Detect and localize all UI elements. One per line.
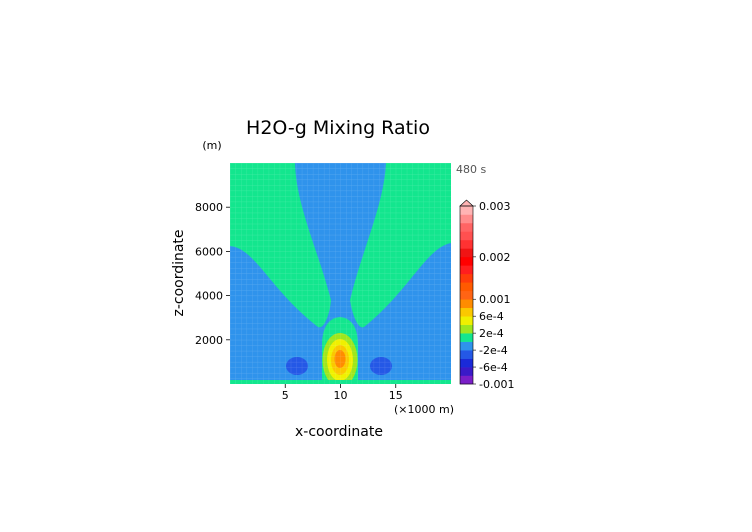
colorbar-label: 6e-4 — [479, 310, 504, 323]
colorbar-segment — [460, 358, 473, 368]
colorbar-label: -0.001 — [479, 378, 514, 391]
colorbar-segment — [460, 206, 473, 215]
colorbar-segment — [460, 333, 473, 342]
x-unit-label: (×1000 m) — [394, 403, 454, 416]
plot-area — [230, 163, 451, 384]
colorbar-segment — [460, 324, 473, 334]
colorbar-segment — [460, 375, 473, 385]
grid-overlay — [230, 163, 451, 384]
colorbar-segment — [460, 350, 473, 359]
colorbar-extension — [459, 199, 474, 207]
colorbar-segment — [460, 214, 473, 224]
colorbar-label: 2e-4 — [479, 327, 504, 340]
colorbar-frame — [459, 205, 474, 385]
y-tick-label: 8000 — [195, 201, 223, 214]
colorbar-segment — [460, 256, 473, 266]
y-tick-label: 4000 — [195, 290, 223, 303]
colorbar-label: 0.003 — [479, 200, 511, 213]
chart-title: H2O-g Mixing Ratio — [246, 117, 430, 139]
colorbar-segment — [460, 231, 473, 241]
colorbar-segment — [460, 299, 473, 309]
y-axis: 2000 4000 6000 8000 — [195, 201, 230, 347]
x-axis-label: x-coordinate — [295, 424, 383, 440]
y-tick-label: 2000 — [195, 334, 223, 347]
colorbar-label: 0.001 — [479, 293, 511, 306]
colorbar-label: -2e-4 — [479, 344, 508, 357]
time-label: 480 s — [456, 163, 486, 176]
colorbar-segment — [460, 307, 473, 317]
x-tick-label: 10 — [334, 389, 348, 402]
colorbar-segment — [460, 341, 473, 351]
y-tick-label: 6000 — [195, 245, 223, 258]
colorbar-label: -6e-4 — [479, 361, 508, 374]
colorbar-segment — [460, 265, 473, 275]
colorbar-segment — [460, 367, 473, 376]
x-axis: 5 10 15 — [282, 384, 403, 402]
colorbar-segment — [460, 273, 473, 283]
colorbar: 0.003 0.002 0.001 6e-4 2e-4 -2e-4 -6e-4 -0.001 — [459, 199, 514, 391]
x-tick-label: 5 — [282, 389, 289, 402]
colorbar-segment — [460, 248, 473, 258]
y-axis-label: z-coordinate — [171, 229, 187, 316]
colorbar-label: 0.002 — [479, 251, 511, 264]
y-unit-label: (m) — [202, 139, 221, 152]
colorbar-segment — [460, 239, 473, 249]
colorbar-segment — [460, 282, 473, 292]
colorbar-segment — [460, 290, 473, 300]
colorbar-segment — [460, 316, 473, 325]
colorbar-segment — [460, 222, 473, 232]
x-tick-label: 15 — [389, 389, 403, 402]
